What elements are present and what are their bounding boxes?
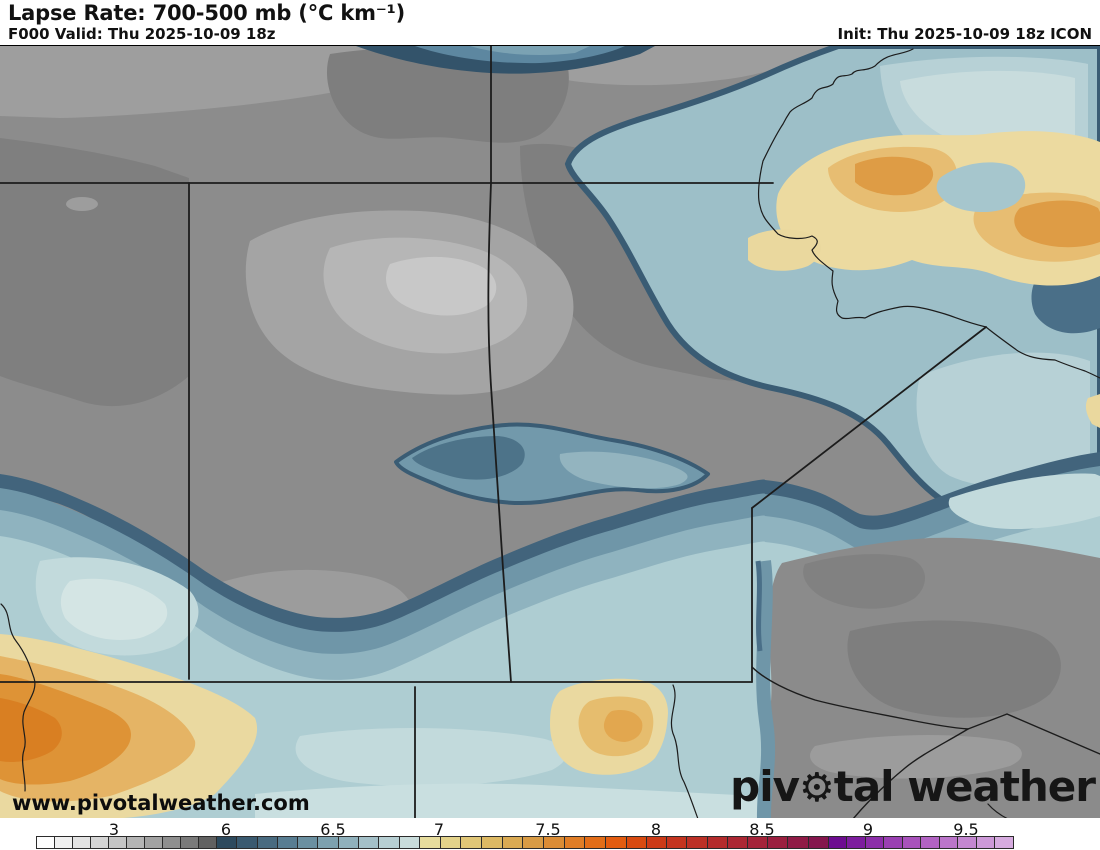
colorbar-cell-orange xyxy=(439,836,462,849)
gray-region-southeast xyxy=(755,537,1100,819)
colorbar-tick-6: 6 xyxy=(220,820,232,839)
colorbar-tick-6.5: 6.5 xyxy=(320,820,346,839)
colorbar-cell-gray xyxy=(36,836,55,849)
orange-region-southwest xyxy=(0,634,258,819)
colorbar-cell-blue xyxy=(337,836,360,849)
colorbar-cell-blue xyxy=(378,836,400,849)
colorbar-cell-gray xyxy=(90,836,109,849)
colorbar-cell-blue xyxy=(317,836,339,849)
yellow-blob-bottom-center xyxy=(550,678,668,775)
logo-text-pre: piv xyxy=(730,762,800,811)
colorbar-cell-red xyxy=(686,836,708,849)
colorbar-cell-gray xyxy=(108,836,127,849)
colorbar-cell-orange xyxy=(481,836,503,849)
colorbar-tick-9.5: 9.5 xyxy=(953,820,979,839)
header: Lapse Rate: 700-500 mb (°C km⁻¹) F000 Va… xyxy=(0,0,1100,45)
colorbar-cell-purple xyxy=(920,836,940,849)
map-svg xyxy=(0,46,1100,819)
colorbar-tick-8.5: 8.5 xyxy=(749,820,775,839)
colorbar-cell-blue xyxy=(256,836,278,849)
pivotal-weather-logo: piv⚙tal weather xyxy=(730,762,1096,811)
colorbar-cell-gray xyxy=(162,836,181,849)
colorbar-cell-orange xyxy=(563,836,586,849)
colorbar-cell-red xyxy=(767,836,789,849)
colorbar-cell-blue xyxy=(398,836,420,849)
state-border-lines xyxy=(0,46,1100,819)
colorbar-cell-gray xyxy=(180,836,199,849)
colorbar-cell-red xyxy=(706,836,728,849)
colorbar-cell-red xyxy=(787,836,809,849)
colorbar-cell-purple xyxy=(938,836,959,849)
colorbar-cell-orange xyxy=(501,836,524,849)
colorbar-cell-gray xyxy=(198,836,217,849)
colorbar-cell-orange xyxy=(418,836,441,849)
river-lines xyxy=(0,48,1100,819)
blue-blob-top xyxy=(356,46,655,74)
colorbar-cell-purple xyxy=(957,836,977,849)
colorbar-cell-red xyxy=(807,836,829,849)
colorbar-cell-purple xyxy=(975,836,996,849)
colorbar-cell-gray xyxy=(72,836,91,849)
colorbar-tick-9: 9 xyxy=(862,820,874,839)
colorbar-cell-purple xyxy=(883,836,903,849)
colorbar-cell-purple xyxy=(864,836,885,849)
init-time-label: Init: Thu 2025-10-09 18z ICON xyxy=(837,25,1093,43)
colorbar-tick-7.5: 7.5 xyxy=(535,820,561,839)
colorbar-cell-gray xyxy=(126,836,145,849)
colorbar-cell-red xyxy=(726,836,748,849)
logo-text-post: tal weather xyxy=(833,762,1096,811)
colorbar-tick-8: 8 xyxy=(650,820,662,839)
colorbar-cell-orange xyxy=(605,836,627,849)
gear-icon: ⚙ xyxy=(798,765,835,811)
colorbar-cell-purple xyxy=(846,836,866,849)
colorbar-cell-blue xyxy=(236,836,258,849)
colorbar-cell-red xyxy=(746,836,769,849)
colorbar-cell-orange xyxy=(543,836,565,849)
colorbar xyxy=(36,836,1014,849)
valid-time-label: F000 Valid: Thu 2025-10-09 18z xyxy=(8,25,276,43)
colorbar-cell-red xyxy=(646,836,668,849)
colorbar-cell-purple xyxy=(827,836,848,849)
colorbar-cell-red xyxy=(625,836,648,849)
colorbar-cell-gray xyxy=(54,836,73,849)
colorbar-cell-orange xyxy=(522,836,545,849)
colorbar-tick-7: 7 xyxy=(433,820,445,839)
map-canvas: www.pivotalweather.com piv⚙tal weather xyxy=(0,45,1100,820)
colorbar-cell-purple xyxy=(901,836,922,849)
colorbar-cell-gray xyxy=(144,836,163,849)
colorbar-cell-orange xyxy=(584,836,607,849)
watermark: www.pivotalweather.com xyxy=(12,791,310,815)
colorbar-tick-3: 3 xyxy=(108,820,120,839)
colorbar-cell-blue xyxy=(276,836,299,849)
colorbar-footer: 3 6 6.5 7 7.5 8 8.5 9 9.5 xyxy=(0,818,1100,850)
colorbar-cell-purple xyxy=(994,836,1014,849)
colorbar-cell-orange xyxy=(460,836,483,849)
colorbar-cell-red xyxy=(666,836,688,849)
orange-region-northeast xyxy=(748,131,1100,428)
colorbar-cell-blue xyxy=(297,836,319,849)
page-title: Lapse Rate: 700-500 mb (°C km⁻¹) xyxy=(8,1,406,25)
colorbar-cell-blue xyxy=(216,836,238,849)
colorbar-cell-blue xyxy=(358,836,380,849)
